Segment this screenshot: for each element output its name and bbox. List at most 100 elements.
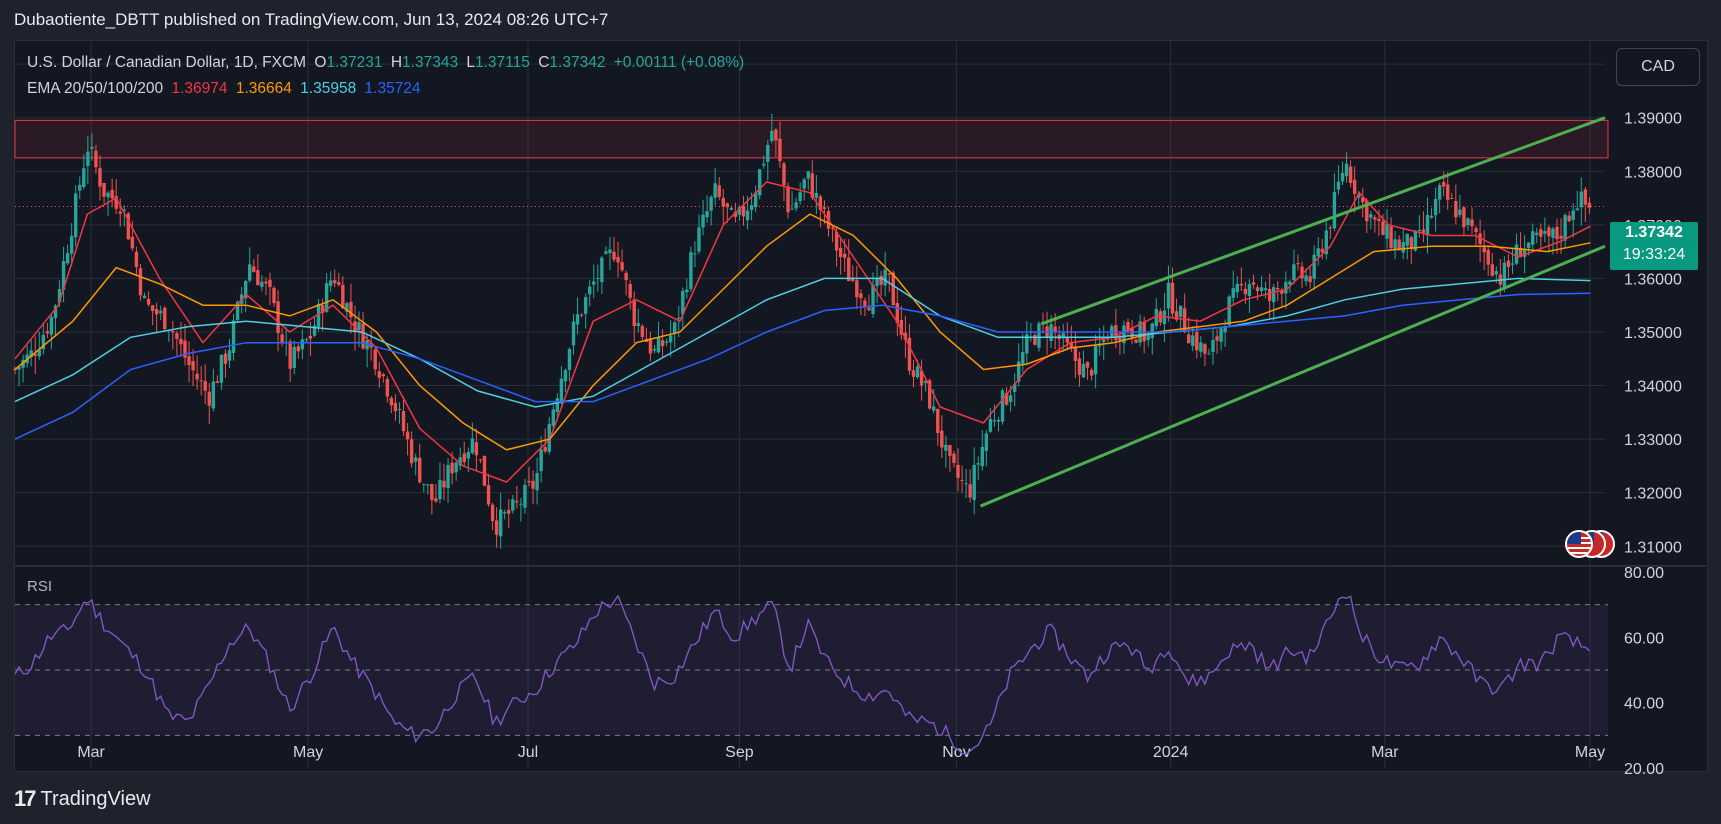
candle-body	[1518, 247, 1523, 258]
candle-body	[1385, 224, 1389, 239]
candle-body	[418, 457, 422, 483]
candle-body	[620, 262, 624, 271]
candle-body	[911, 370, 916, 377]
candle-body	[1417, 230, 1422, 232]
candle-body	[1563, 215, 1567, 241]
candle-body	[944, 444, 948, 451]
candle-body	[733, 211, 738, 217]
candle-body	[1126, 322, 1130, 331]
candle-body	[1409, 237, 1414, 250]
symbol-name: U.S. Dollar / Canadian Dollar, 1D, FXCM	[27, 54, 307, 71]
candle-body	[1000, 390, 1005, 422]
candle-body	[1251, 282, 1256, 285]
candle-body	[462, 453, 466, 463]
candle-body	[656, 337, 661, 353]
candle-body	[1077, 358, 1082, 375]
candle-body	[891, 272, 895, 306]
candle-body	[154, 309, 159, 315]
candle-body	[859, 293, 863, 299]
candle-body	[592, 281, 596, 285]
candle-body	[1227, 296, 1231, 326]
candle-body	[1555, 226, 1559, 240]
candle-body	[1272, 287, 1276, 303]
candle-body	[519, 503, 523, 505]
candle-body	[90, 147, 94, 149]
candle-body	[737, 206, 742, 215]
candle-body	[345, 303, 349, 312]
candle-body	[1543, 230, 1547, 234]
ema50-value: 1.36664	[235, 80, 292, 97]
time-tick-label: Jul	[518, 744, 538, 761]
candle-body	[523, 484, 527, 508]
candle-body	[936, 408, 940, 434]
candle-body	[1312, 254, 1316, 279]
candle-body	[1308, 276, 1312, 283]
candle-body	[328, 280, 333, 286]
candle-body	[1437, 185, 1442, 200]
candle-body	[223, 353, 228, 364]
rsi-tick-label: 40.00	[1624, 696, 1664, 713]
candle-body	[466, 452, 470, 459]
candle-body	[300, 339, 305, 350]
candle-body	[1547, 227, 1551, 237]
candle-body	[29, 350, 33, 358]
candle-body	[1462, 207, 1466, 228]
candle-body	[790, 208, 794, 210]
candle-body	[21, 359, 25, 368]
candle-body	[1182, 308, 1187, 333]
time-tick-label: Mar	[1371, 744, 1399, 761]
candle-body	[709, 196, 713, 211]
tradingview-brand[interactable]: 17 TradingView	[14, 786, 151, 812]
candle-body	[1458, 209, 1462, 215]
candle-body	[1081, 363, 1086, 378]
candle-body	[490, 504, 495, 521]
candle-body	[822, 207, 827, 209]
candle-body	[69, 235, 74, 254]
last-price: 1.37342	[1625, 224, 1683, 241]
candle-body	[887, 273, 891, 275]
candle-body	[1377, 218, 1381, 222]
candle-body	[713, 183, 717, 198]
rsi-tick-label: 60.00	[1624, 630, 1664, 647]
candle-body	[1583, 189, 1588, 205]
candle-body	[600, 257, 604, 283]
candle-body	[361, 323, 365, 349]
candle-body	[964, 483, 968, 485]
candle-body	[1579, 191, 1583, 208]
candle-body	[1267, 288, 1272, 302]
candle-body	[1429, 215, 1434, 218]
candle-body	[757, 169, 762, 196]
candle-body	[1178, 305, 1183, 317]
candle-body	[834, 231, 839, 251]
candle-body	[1097, 345, 1102, 347]
us-flag-icon[interactable]	[1565, 530, 1593, 558]
candle-body	[1223, 327, 1227, 333]
candle-body	[142, 295, 147, 299]
candle-body	[49, 316, 54, 335]
candle-body	[774, 129, 778, 141]
brand-name: TradingView	[40, 787, 151, 810]
ema-line-ema100	[14, 277, 1591, 408]
candle-body	[1069, 342, 1074, 348]
candle-body	[163, 307, 167, 330]
candle-body	[1336, 181, 1341, 190]
ema-label: EMA 20/50/100/200	[27, 80, 164, 97]
candle-body	[972, 464, 976, 500]
candle-body	[438, 479, 442, 500]
candle-body	[1352, 179, 1357, 194]
candle-body	[373, 349, 377, 370]
candle-body	[766, 144, 770, 162]
candle-body	[1012, 384, 1017, 392]
candle-body	[1316, 248, 1320, 257]
candle-body	[377, 371, 381, 378]
candle-body	[1304, 275, 1308, 282]
candle-body	[535, 473, 539, 491]
candle-body	[677, 317, 681, 319]
candle-body	[37, 349, 41, 357]
currency-button[interactable]: CAD	[1616, 48, 1700, 86]
candle-body	[753, 192, 758, 208]
candle-body	[1247, 284, 1252, 297]
candle-body	[1490, 264, 1494, 276]
chart-frame	[14, 40, 1708, 772]
